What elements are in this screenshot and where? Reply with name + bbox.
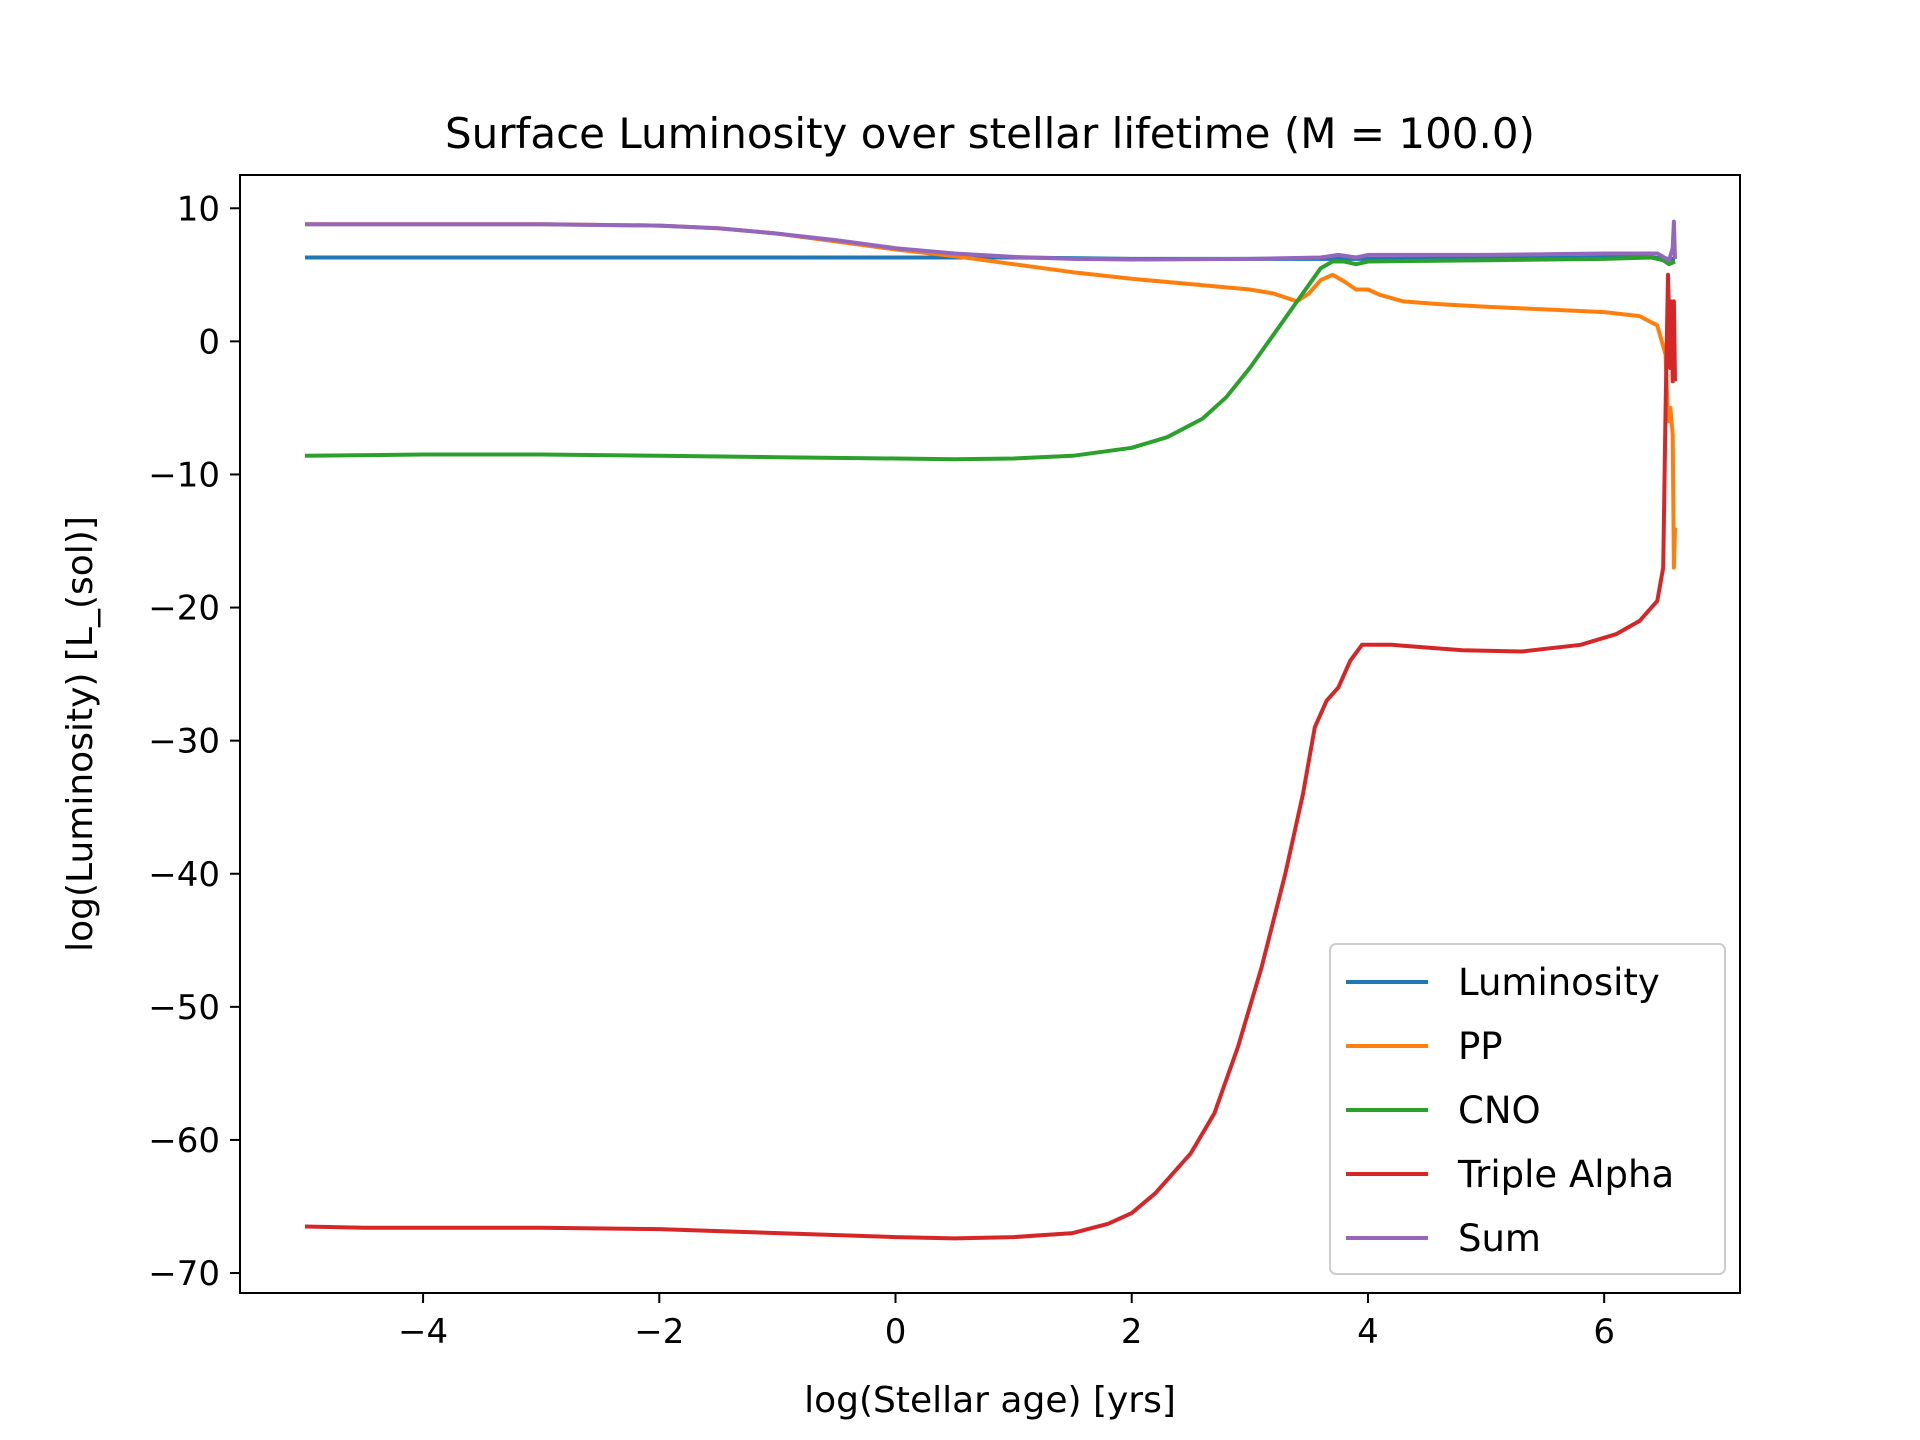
x-axis: −4 −2 0 2 4 6 (398, 1293, 1615, 1352)
plot-frame (239, 174, 1741, 1294)
y-tick-label: 0 (198, 322, 220, 362)
x-tick-label: 0 (885, 1312, 907, 1352)
x-tick-label: 4 (1357, 1312, 1379, 1352)
series-line-triple-alpha (304, 272, 1677, 1241)
x-axis-label: log(Stellar age) [yrs] (804, 1380, 1176, 1421)
y-tick-label: −60 (148, 1121, 220, 1161)
y-tick-label: −70 (148, 1254, 220, 1294)
y-tick-label: 10 (177, 189, 220, 229)
legend-label: Triple Alpha (1457, 1153, 1674, 1196)
legend-label: PP (1458, 1025, 1503, 1068)
y-tick-label: −10 (148, 455, 220, 495)
x-tick-label: 6 (1593, 1312, 1615, 1352)
legend-box (1329, 943, 1726, 1275)
legend-label: Sum (1458, 1217, 1541, 1260)
y-tick-label: −40 (148, 855, 220, 895)
x-tick-label: −2 (634, 1312, 684, 1352)
y-tick-label: −50 (148, 988, 220, 1028)
y-tick-label: −20 (148, 589, 220, 629)
series-line-sum (305, 219, 1677, 263)
legend-label: Luminosity (1458, 961, 1660, 1004)
y-axis-label: log(Luminosity) [L_(sol)] (60, 516, 101, 952)
series-line-cno (304, 255, 1676, 462)
plot-series (304, 219, 1677, 1241)
legend: Luminosity PP CNO Triple Alpha Sum (1329, 943, 1726, 1275)
y-tick-label: −30 (148, 722, 220, 762)
y-axis: 10 0 −10 −20 −30 −40 −50 −60 −70 (148, 189, 240, 1294)
legend-label: CNO (1458, 1089, 1541, 1132)
x-tick-label: 2 (1121, 1312, 1143, 1352)
x-tick-label: −4 (398, 1312, 448, 1352)
chart-title: Surface Luminosity over stellar lifetime… (445, 109, 1535, 158)
